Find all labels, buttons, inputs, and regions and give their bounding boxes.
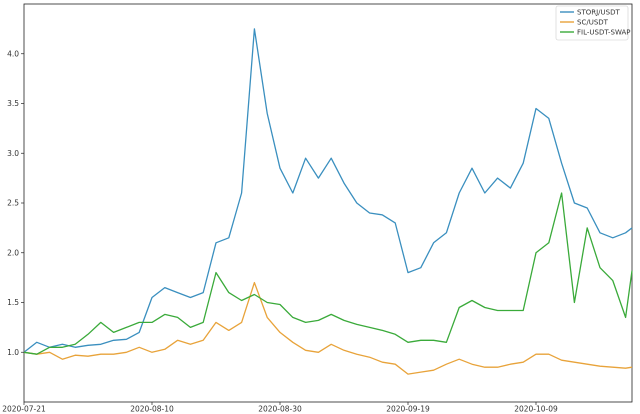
y-tick-label: 3.5	[7, 99, 19, 108]
series-line-fil-usdt-swap	[23, 192, 633, 355]
x-tick-label: 2020-10-09	[514, 405, 558, 414]
series-line-storj-usdt	[23, 28, 633, 353]
series-layer	[23, 28, 633, 375]
x-tick-label: 2020-08-10	[130, 405, 174, 414]
y-tick-label: 4.0	[7, 49, 19, 58]
x-tick-label: 2020-08-30	[258, 405, 302, 414]
y-tick-label: 1.0	[7, 348, 19, 357]
plot-frame	[23, 3, 633, 403]
legend-label: FIL-USDT-SWAP	[577, 28, 631, 36]
x-axis: 2020-07-21 2020-08-10 2020-08-30 2020-09-19…	[2, 402, 558, 414]
x-tick-label: 2020-09-19	[386, 405, 430, 414]
y-tick-label: 2.0	[7, 248, 19, 257]
y-tick-label: 3.0	[7, 149, 19, 158]
x-tick-label: 2020-07-21	[2, 405, 46, 414]
y-axis: 1.0 1.5 2.0 2.5 3.0 3.5 4.0	[7, 49, 24, 357]
y-tick-label: 2.5	[7, 199, 19, 208]
legend-label: SC/USDT	[577, 18, 609, 26]
legend: STORJ/USDT SC/USDT FIL-USDT-SWAP	[555, 5, 631, 41]
series-line-sc-usdt	[23, 281, 633, 375]
y-tick-label: 1.5	[7, 298, 19, 307]
legend-label: STORJ/USDT	[577, 8, 620, 16]
